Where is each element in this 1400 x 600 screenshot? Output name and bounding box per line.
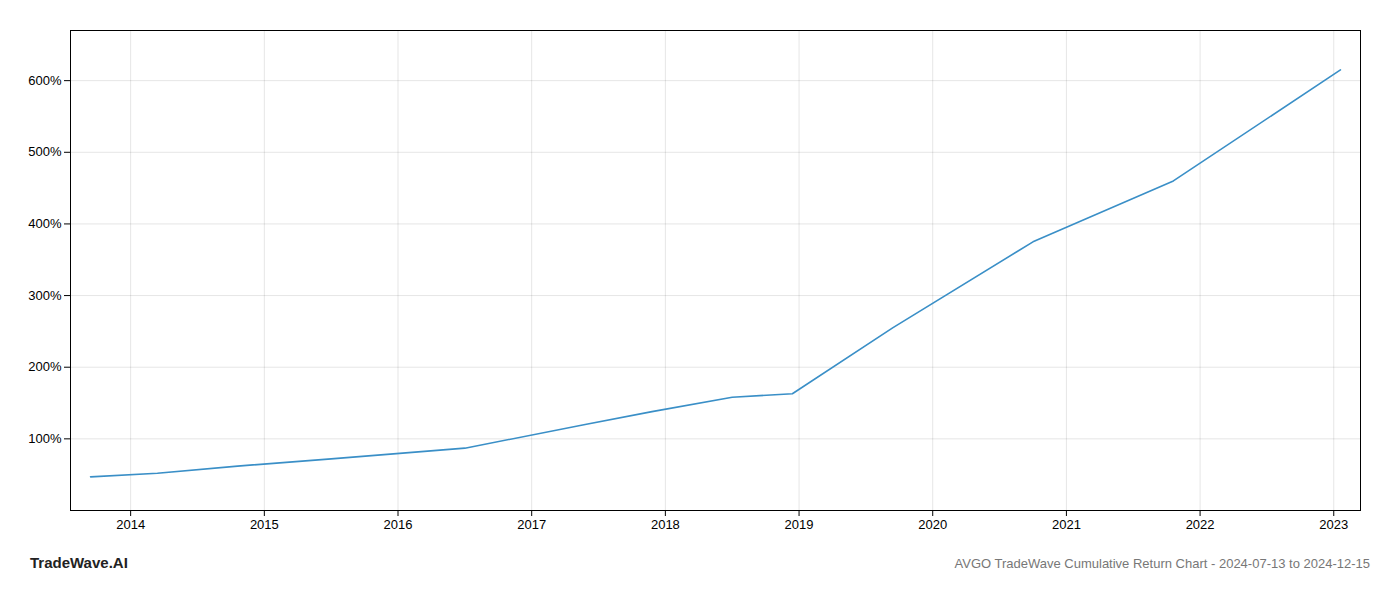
svg-text:2017: 2017 (517, 517, 546, 532)
svg-text:400%: 400% (28, 216, 62, 231)
html-text:TradeWave.AI: TradeWave.AI (30, 554, 128, 571)
svg-text:2020: 2020 (918, 517, 947, 532)
svg-text:2022: 2022 (1186, 517, 1215, 532)
svg-text:2023: 2023 (1319, 517, 1348, 532)
svg-text:300%: 300% (28, 288, 62, 303)
svg-text:2018: 2018 (651, 517, 680, 532)
svg-text:100%: 100% (28, 431, 62, 446)
svg-text:600%: 600% (28, 73, 62, 88)
svg-text:2015: 2015 (250, 517, 279, 532)
svg-text:2021: 2021 (1052, 517, 1081, 532)
svg-text:200%: 200% (28, 359, 62, 374)
svg-text:2019: 2019 (785, 517, 814, 532)
svg-text:2016: 2016 (384, 517, 413, 532)
svg-text:500%: 500% (28, 144, 62, 159)
svg-text:2014: 2014 (116, 517, 145, 532)
html-text:AVGO TradeWave Cumulative Retu: AVGO TradeWave Cumulative Return Chart -… (954, 556, 1370, 571)
